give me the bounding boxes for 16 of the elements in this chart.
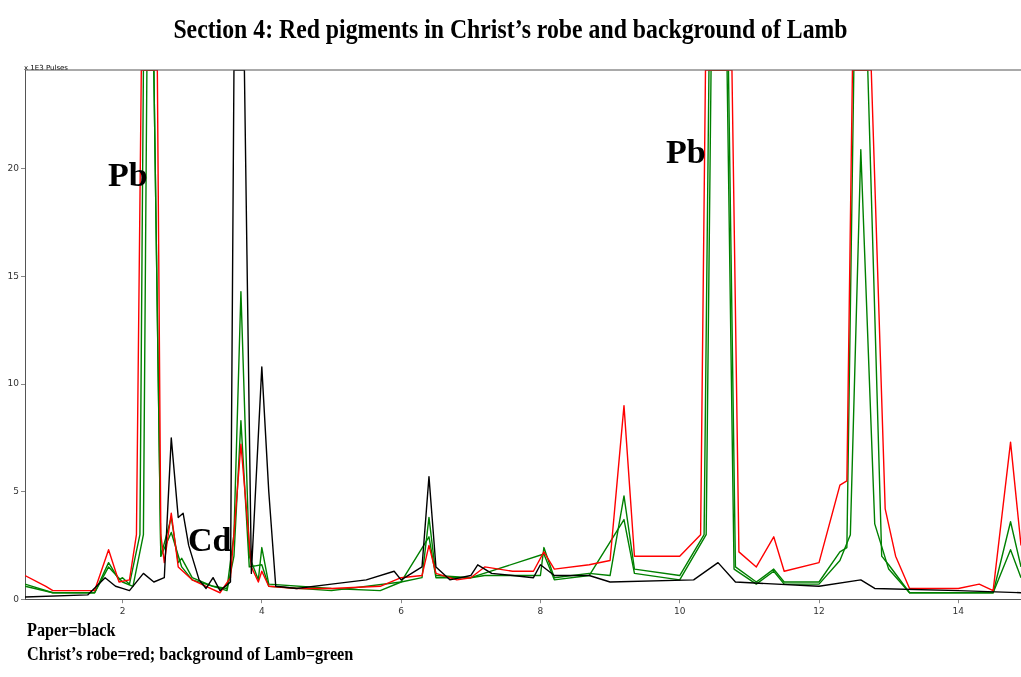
y-tick-label: 15 bbox=[7, 270, 19, 281]
x-tick-label: 2 bbox=[119, 605, 126, 616]
annotation: Cd bbox=[188, 521, 232, 558]
x-tick-label: 6 bbox=[398, 605, 405, 616]
y-tick-label: 10 bbox=[7, 378, 20, 389]
x-tick-label: 4 bbox=[258, 605, 265, 616]
x-tick-label: 8 bbox=[537, 605, 544, 616]
y-tick-label: 5 bbox=[13, 485, 19, 496]
x-tick-label: 12 bbox=[813, 605, 825, 616]
x-tick-label: 14 bbox=[952, 605, 965, 616]
text: Christ’s robe=red; background of Lamb=green bbox=[27, 643, 354, 666]
chart-title: Section 4: Red pigments in Christ’s robe and background of Lamb bbox=[172, 14, 849, 45]
text: Paper=black bbox=[27, 619, 117, 642]
y-tick-label: 0 bbox=[13, 593, 20, 604]
x-tick-label: 10 bbox=[673, 605, 686, 616]
y-tick-label: 20 bbox=[7, 163, 20, 174]
